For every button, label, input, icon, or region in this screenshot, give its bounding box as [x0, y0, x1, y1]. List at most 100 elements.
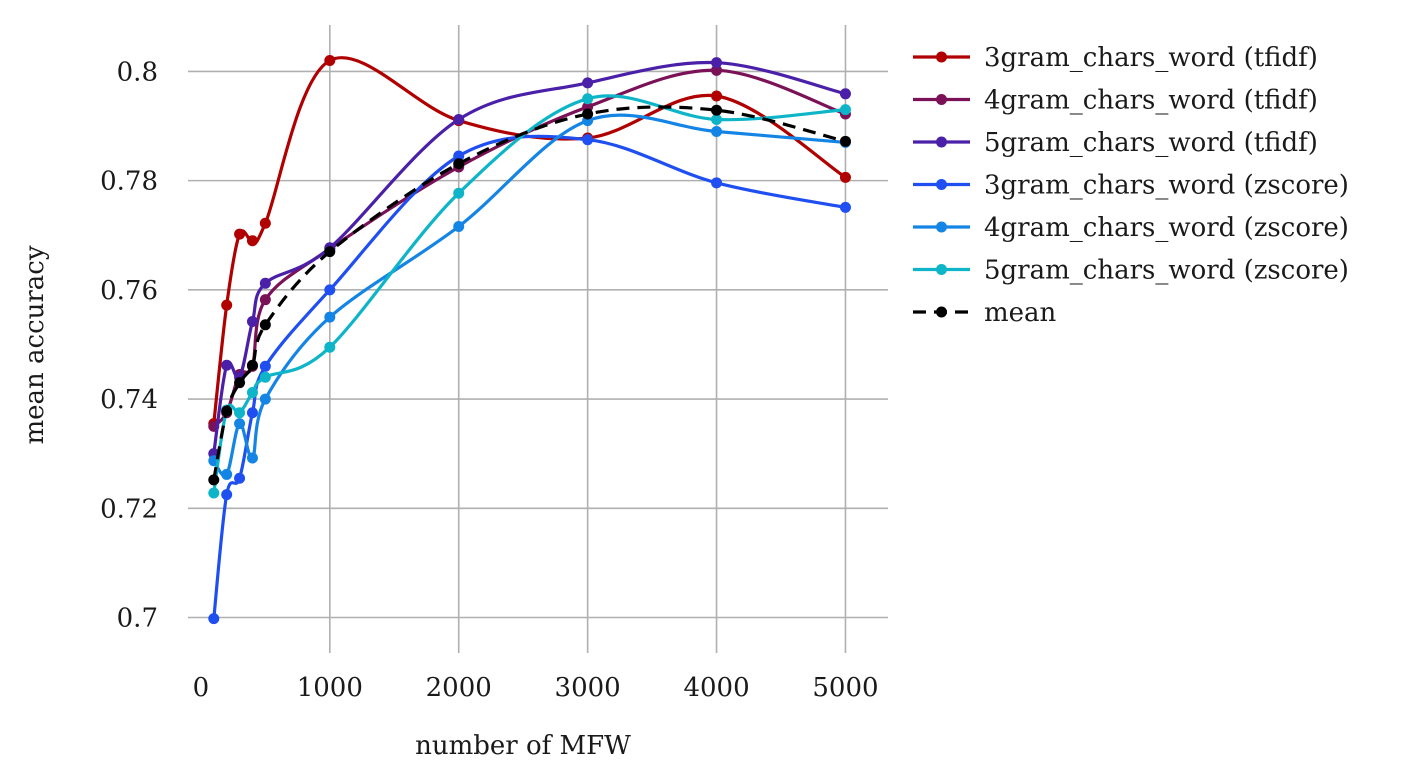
x-axis-label: number of MFW — [415, 731, 631, 761]
legend-entry: 5gram_chars_word (zscore) — [913, 256, 1349, 286]
data-point — [582, 77, 594, 89]
y-axis-label: mean accuracy — [20, 245, 50, 444]
series-line — [212, 60, 848, 456]
legend-entry: 4gram_chars_word (tfidf) — [913, 86, 1318, 116]
data-point — [711, 113, 723, 125]
y-tick-label: 0.76 — [100, 276, 158, 306]
data-point — [453, 221, 465, 233]
data-point — [453, 113, 465, 125]
y-tick-label: 0.8 — [117, 57, 158, 87]
data-point — [246, 452, 258, 464]
legend-marker — [936, 264, 947, 275]
data-point — [582, 108, 594, 120]
series-line — [212, 134, 848, 621]
data-point — [259, 371, 271, 383]
legend-label: 4gram_chars_word (zscore) — [984, 213, 1349, 243]
data-point — [246, 387, 258, 399]
series-line — [212, 113, 848, 478]
data-point — [324, 311, 336, 323]
data-point — [221, 489, 233, 501]
legend-label: 4gram_chars_word (tfidf) — [984, 86, 1318, 116]
data-point — [839, 135, 851, 147]
data-point — [839, 88, 851, 100]
legend-marker — [936, 306, 947, 318]
data-point — [246, 359, 258, 371]
legend-entry: 3gram_chars_word (zscore) — [913, 171, 1349, 201]
data-point — [259, 217, 271, 229]
y-tick-label: 0.72 — [100, 494, 158, 524]
series-6 — [208, 104, 851, 486]
legend-entry: 4gram_chars_word (zscore) — [913, 213, 1349, 243]
series-line — [212, 56, 848, 426]
data-point — [839, 201, 851, 213]
data-point — [221, 359, 233, 371]
x-tick-label: 0 — [193, 673, 210, 703]
legend: 3gram_chars_word (tfidf) 4gram_chars_word… — [913, 43, 1349, 328]
data-point — [246, 235, 258, 247]
series-3 — [208, 134, 851, 625]
data-point — [208, 613, 220, 625]
legend-label: 3gram_chars_word (tfidf) — [984, 43, 1318, 73]
x-tick-label: 5000 — [812, 673, 878, 703]
data-point — [711, 57, 723, 69]
data-point — [324, 284, 336, 296]
x-tick-label: 4000 — [683, 673, 749, 703]
legend-marker — [936, 136, 947, 148]
data-point — [453, 150, 465, 162]
series-5 — [208, 93, 851, 499]
data-point — [234, 472, 246, 484]
data-point — [453, 187, 465, 199]
legend-entry: 5gram_chars_word (tfidf) — [913, 128, 1318, 158]
grid — [188, 25, 888, 653]
data-point — [711, 177, 723, 189]
legend-marker — [936, 179, 947, 190]
x-tick-label: 1000 — [297, 673, 363, 703]
axis-ticks: 0 1000 2000 3000 4000 5000 0.7 0.72 0.74 0.76 0.78… — [100, 57, 878, 703]
data-point — [324, 54, 336, 66]
data-point — [324, 341, 336, 353]
legend-label: 5gram_chars_word (zscore) — [984, 256, 1349, 286]
x-tick-label: 3000 — [555, 673, 621, 703]
data-point — [221, 299, 233, 311]
legend-marker — [936, 94, 947, 105]
data-point — [711, 125, 723, 137]
y-tick-label: 0.74 — [100, 385, 158, 415]
y-tick-label: 0.78 — [100, 167, 158, 197]
y-tick-label: 0.7 — [117, 604, 158, 634]
data-point — [711, 90, 723, 102]
series-2 — [208, 57, 851, 460]
series-group — [208, 54, 851, 625]
data-point — [711, 104, 723, 116]
legend-entry: 3gram_chars_word (tfidf) — [913, 43, 1318, 73]
legend-label: 5gram_chars_word (tfidf) — [984, 128, 1318, 158]
legend-label: 3gram_chars_word (zscore) — [984, 171, 1349, 201]
data-point — [582, 93, 594, 105]
data-point — [221, 468, 233, 480]
series-0 — [208, 54, 851, 430]
legend-entry: mean — [913, 298, 1057, 328]
x-tick-label: 2000 — [426, 673, 492, 703]
data-point — [259, 294, 271, 306]
data-point — [259, 277, 271, 289]
data-point — [234, 377, 246, 389]
data-point — [324, 246, 336, 258]
data-point — [246, 407, 258, 419]
data-point — [259, 360, 271, 372]
series-line — [212, 94, 848, 495]
data-point — [259, 393, 271, 405]
series-4 — [208, 113, 851, 480]
legend-marker — [936, 221, 947, 233]
data-point — [221, 405, 233, 417]
data-point — [234, 418, 246, 430]
legend-marker — [936, 51, 947, 63]
data-point — [208, 487, 220, 499]
data-point — [246, 316, 258, 328]
data-point — [582, 134, 594, 146]
legend-label: mean — [984, 298, 1057, 328]
data-point — [839, 171, 851, 183]
data-point — [208, 474, 220, 486]
data-point — [839, 104, 851, 116]
data-point — [453, 158, 465, 170]
